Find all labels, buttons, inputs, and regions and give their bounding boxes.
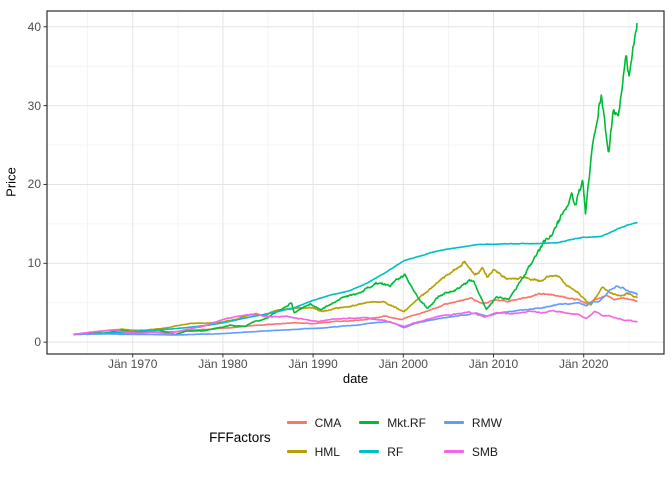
- y-tick-label: 0: [34, 335, 41, 350]
- y-tick-label: 10: [27, 256, 41, 271]
- legend-key-line-icon: [286, 421, 307, 424]
- legend-item-smb: SMB: [443, 444, 502, 459]
- legend-item-cma: CMA: [286, 415, 342, 430]
- x-tick-label: Jän 1980: [198, 357, 248, 371]
- x-tick-label: Jän 1990: [288, 357, 338, 371]
- legend-entries: CMA HML Mkt.RF RF RMW SMB: [286, 408, 502, 466]
- x-tick-label: Jän 2000: [378, 357, 428, 371]
- legend-item-rf: RF: [359, 445, 426, 459]
- x-tick-label: Jän 2010: [468, 357, 519, 371]
- y-tick-label: 40: [27, 19, 41, 34]
- legend-label: RF: [387, 444, 404, 459]
- legend-title: FFFactors: [209, 429, 271, 445]
- legend-label: HML: [314, 444, 340, 459]
- legend-key-line-icon: [443, 450, 464, 453]
- x-tick-label: Jän 2020: [559, 357, 609, 371]
- legend-key-line-icon: [359, 450, 380, 453]
- legend-key-line-icon: [443, 421, 464, 424]
- legend-label: RMW: [471, 415, 502, 430]
- series-line-hml: [73, 260, 638, 336]
- legend-item-hml: HML: [286, 444, 342, 459]
- x-tick-label: Jän 1970: [107, 357, 158, 371]
- x-axis-title: date: [342, 371, 369, 386]
- legend-label: Mkt.RF: [387, 415, 426, 430]
- y-tick-label: 20: [27, 177, 41, 192]
- series-line-smb: [73, 309, 638, 336]
- legend: FFFactors CMA HML Mkt.RF RF RMW SMB: [47, 408, 664, 466]
- legend-item-rmw: RMW: [443, 415, 502, 430]
- legend-key-line-icon: [286, 450, 307, 453]
- legend-item-mkt-rf: Mkt.RF: [359, 416, 426, 430]
- series-line-rmw: [73, 285, 638, 336]
- legend-key-line-icon: [359, 421, 380, 424]
- legend-label: CMA: [314, 415, 342, 430]
- y-tick-label: 30: [27, 98, 41, 113]
- series-line-mkt-rf: [73, 22, 638, 336]
- series-line-rf: [73, 221, 638, 336]
- legend-label: SMB: [471, 444, 498, 459]
- panel-border: [46, 10, 665, 355]
